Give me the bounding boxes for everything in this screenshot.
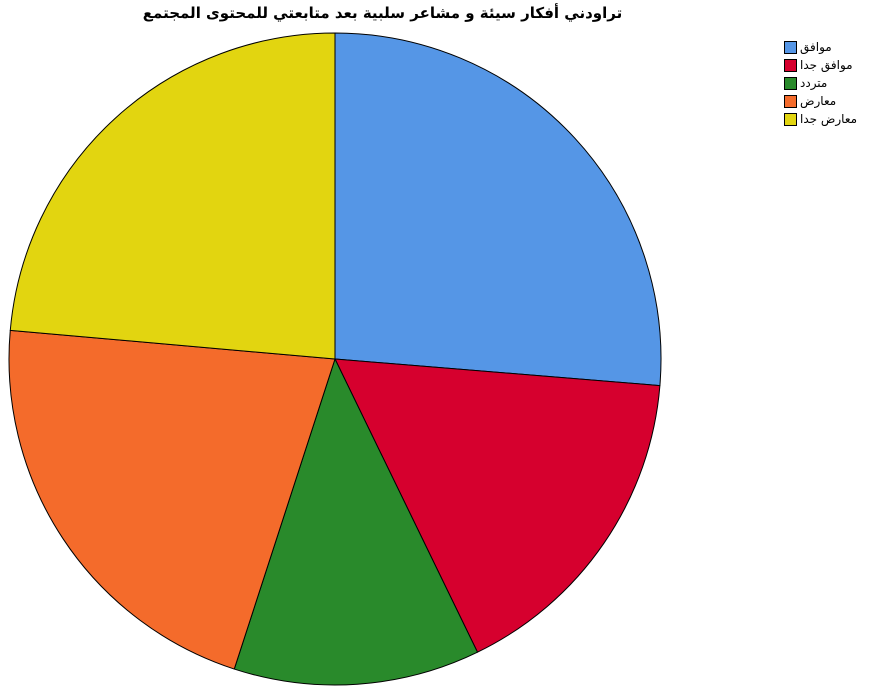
pie-slices (9, 33, 661, 685)
legend-swatch-3 (784, 77, 797, 90)
legend-swatch-1 (784, 41, 797, 54)
legend-label-3: متردد (800, 76, 827, 90)
legend-item-3: متردد (784, 74, 876, 92)
legend-label-1: موافق (800, 40, 832, 54)
legend-item-1: موافق (784, 38, 876, 56)
legend: موافق موافق جدا متردد معارض معارض جدا (784, 38, 876, 128)
legend-label-5: معارض جدا (800, 112, 857, 126)
pie-slice-5 (10, 33, 335, 359)
legend-swatch-5 (784, 113, 797, 126)
legend-label-2: موافق جدا (800, 58, 853, 72)
legend-swatch-2 (784, 59, 797, 72)
legend-item-5: معارض جدا (784, 110, 876, 128)
legend-item-2: موافق جدا (784, 56, 876, 74)
legend-item-4: معارض (784, 92, 876, 110)
pie-slice-1 (335, 33, 661, 386)
legend-label-4: معارض (800, 94, 836, 108)
legend-swatch-4 (784, 95, 797, 108)
